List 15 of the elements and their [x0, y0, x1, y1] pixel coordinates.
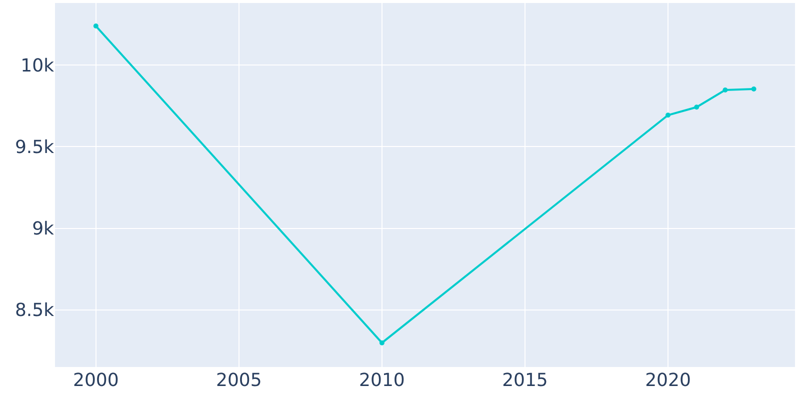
x-tick-label: 2010 — [359, 370, 405, 391]
x-tick-label: 2015 — [502, 370, 548, 391]
point — [694, 104, 700, 110]
x-tick-label: 2020 — [645, 370, 691, 391]
y-tick-label: 8.5k — [14, 300, 55, 322]
point — [93, 24, 98, 29]
y-tick-label: 10k — [20, 55, 55, 76]
point — [666, 112, 670, 118]
x-tick-label: 2000 — [72, 370, 119, 391]
x-tick-label: 2005 — [216, 370, 262, 391]
y-tick-label: 9k — [32, 218, 55, 240]
point — [722, 88, 728, 92]
point — [751, 86, 756, 92]
y-tick-label: 9.5k — [14, 136, 55, 158]
point — [379, 340, 384, 346]
